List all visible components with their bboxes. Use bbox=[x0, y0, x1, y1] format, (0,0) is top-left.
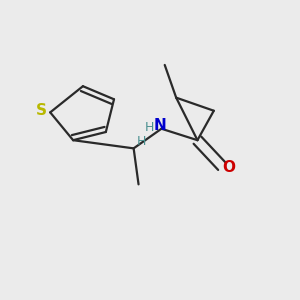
Text: O: O bbox=[223, 160, 236, 175]
Text: H: H bbox=[137, 135, 146, 148]
Text: H: H bbox=[144, 121, 154, 134]
Text: S: S bbox=[36, 103, 46, 118]
Text: N: N bbox=[153, 118, 166, 133]
